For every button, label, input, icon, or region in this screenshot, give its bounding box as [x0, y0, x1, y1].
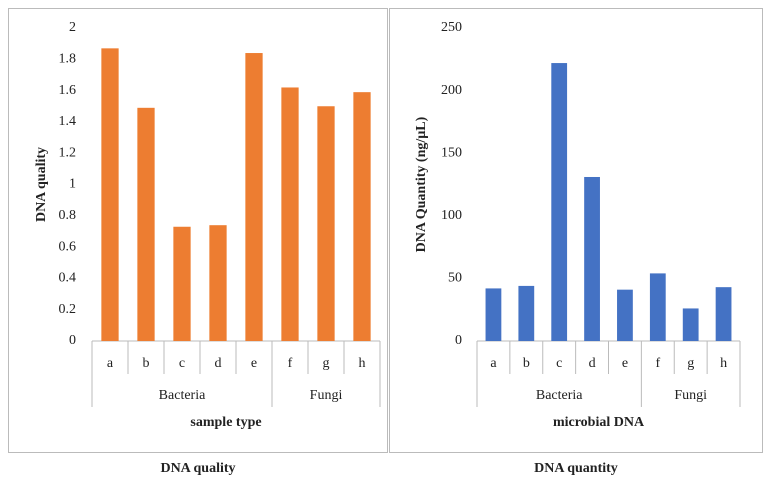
bar [137, 107, 155, 341]
bar [101, 48, 119, 341]
y-tick-label: 2 [69, 20, 76, 35]
y-tick-label: 1.4 [59, 114, 77, 129]
y-tick-label: 50 [448, 271, 462, 286]
x-tick-label: f [288, 356, 293, 371]
y-tick-label: 0.4 [59, 271, 77, 286]
caption: DNA quantity [534, 461, 618, 476]
bar [584, 176, 600, 341]
group-label: Fungi [310, 388, 343, 403]
bar [245, 53, 263, 341]
x-axis-title: microbial DNA [553, 415, 645, 430]
group-label: Fungi [674, 388, 707, 403]
caption: DNA quality [160, 461, 235, 476]
bar [353, 92, 371, 341]
y-tick-label: 0.8 [59, 208, 77, 223]
group-label: Bacteria [159, 388, 206, 403]
y-tick-label: 0 [455, 333, 462, 348]
bar [281, 87, 299, 341]
y-tick-label: 1 [69, 177, 76, 192]
x-tick-label: h [720, 356, 727, 371]
x-tick-label: b [523, 356, 530, 371]
x-tick-label: d [215, 356, 222, 371]
bar [485, 288, 502, 341]
bar [682, 308, 699, 341]
bar [617, 289, 633, 341]
x-tick-label: g [687, 356, 694, 371]
x-tick-label: g [323, 356, 330, 371]
y-tick-label: 150 [441, 145, 462, 160]
x-tick-label: e [622, 356, 628, 371]
y-axis-title: DNA Quantity (ng/µL) [414, 116, 429, 252]
x-axis-title: sample type [190, 415, 261, 430]
chart-frame [8, 8, 388, 453]
y-axis-title: DNA quality [34, 147, 49, 222]
bar [715, 287, 732, 341]
y-tick-label: 0 [69, 333, 76, 348]
x-tick-label: b [143, 356, 150, 371]
y-tick-label: 1.6 [59, 83, 77, 98]
x-tick-label: a [107, 356, 114, 371]
group-label: Bacteria [536, 388, 583, 403]
bar [317, 106, 335, 341]
y-tick-label: 250 [441, 20, 462, 35]
y-tick-label: 200 [441, 83, 462, 98]
y-tick-label: 1.2 [59, 145, 77, 160]
y-tick-label: 0.2 [59, 302, 77, 317]
chart-frame [389, 8, 763, 453]
x-tick-label: d [589, 356, 596, 371]
x-tick-label: f [655, 356, 660, 371]
y-tick-label: 0.6 [59, 239, 77, 254]
bar [518, 285, 535, 341]
y-tick-label: 100 [441, 208, 462, 223]
y-tick-label: 1.8 [59, 52, 77, 67]
bar [649, 273, 666, 341]
x-tick-label: c [179, 356, 185, 371]
x-tick-label: e [251, 356, 257, 371]
x-tick-label: h [359, 356, 366, 371]
x-tick-label: a [490, 356, 497, 371]
bar [173, 226, 191, 341]
bar [209, 225, 227, 341]
x-tick-label: c [556, 356, 562, 371]
bar [551, 63, 568, 341]
